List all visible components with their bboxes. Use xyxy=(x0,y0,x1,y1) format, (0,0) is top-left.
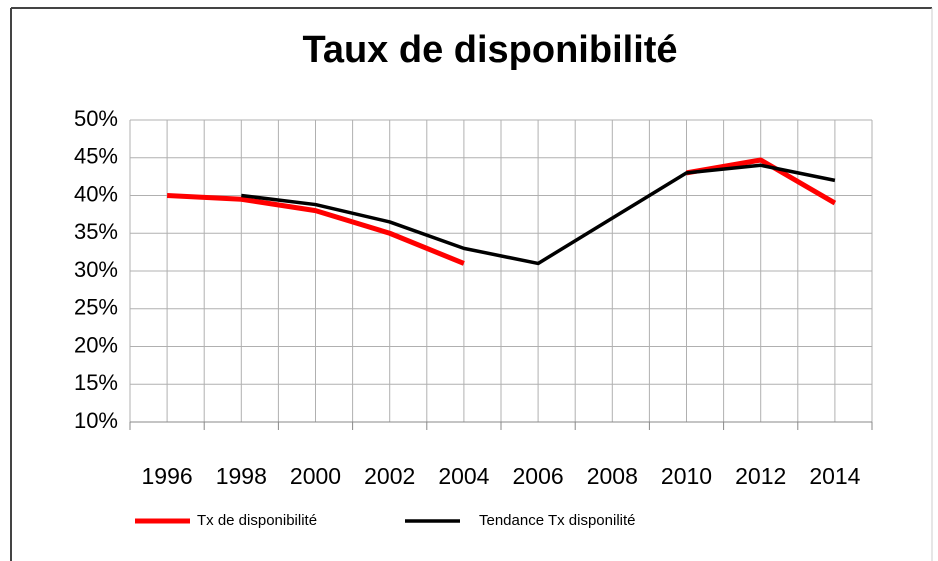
y-tick-label: 50% xyxy=(74,106,118,131)
y-tick-label: 15% xyxy=(74,370,118,395)
x-tick-label: 2000 xyxy=(290,463,341,489)
x-tick-label: 1998 xyxy=(216,463,267,489)
x-tick-label: 2008 xyxy=(587,463,638,489)
y-tick-label: 40% xyxy=(74,181,118,206)
series-line xyxy=(166,157,837,266)
legend-label: Tendance Tx disponilité xyxy=(479,512,636,529)
legend-label: Tx de disponibilité xyxy=(197,512,317,529)
y-tick-label: 10% xyxy=(74,408,118,433)
series-line xyxy=(241,163,836,266)
y-tick-label: 45% xyxy=(74,144,118,169)
x-tick-label: 2006 xyxy=(513,463,564,489)
x-tick-label: 2012 xyxy=(735,463,786,489)
y-tick-label: 35% xyxy=(74,219,118,244)
y-tick-label: 30% xyxy=(74,257,118,282)
y-tick-label: 20% xyxy=(74,332,118,357)
x-tick-label: 1996 xyxy=(142,463,193,489)
y-tick-label: 25% xyxy=(74,295,118,320)
x-tick-label: 2010 xyxy=(661,463,712,489)
x-tick-label: 2014 xyxy=(809,463,860,489)
x-tick-label: 2004 xyxy=(438,463,489,489)
chart-title: Taux de disponibilité xyxy=(302,29,677,71)
x-tick-label: 2002 xyxy=(364,463,415,489)
